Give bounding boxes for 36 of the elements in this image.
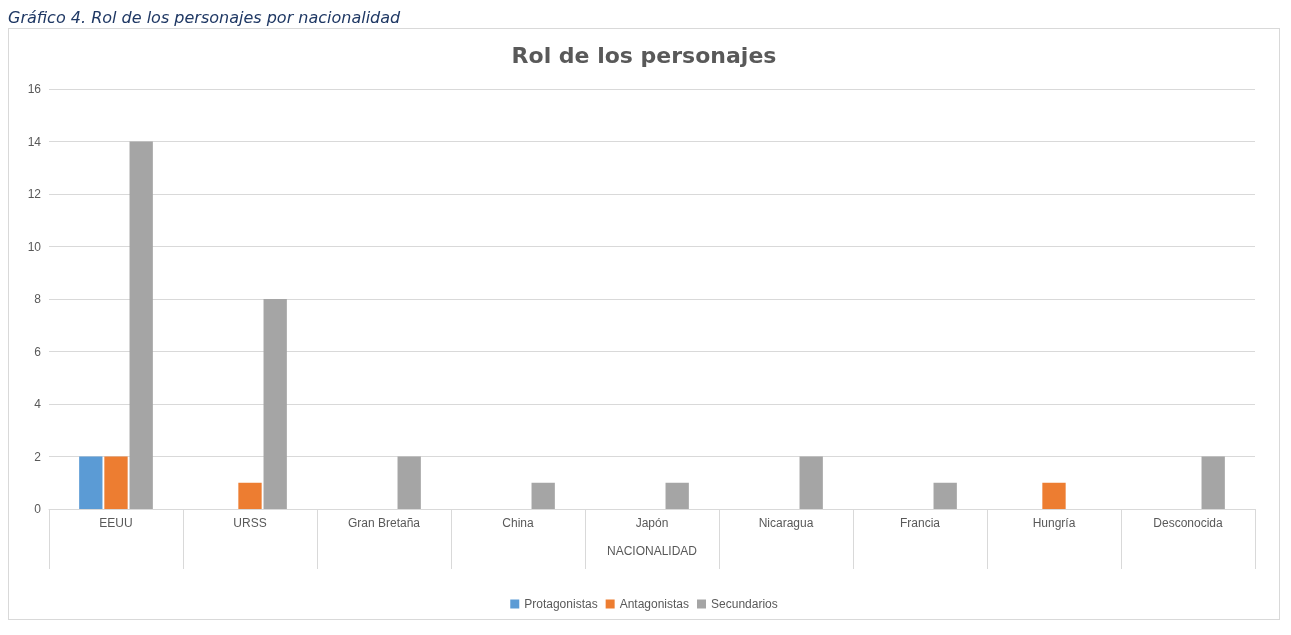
- y-tick-label: 14: [27, 134, 42, 149]
- x-tick-label: EEUU: [99, 516, 133, 530]
- text: Gráfico 4. Rol de los personajes por nacionalidad: [8, 8, 402, 28]
- chart-title: Rol de los personajes: [511, 42, 777, 68]
- bar: [799, 456, 823, 509]
- x-tick-label: Japón: [635, 516, 669, 530]
- x-tick-label: URSS: [233, 516, 267, 530]
- bar: [397, 456, 421, 509]
- x-tick-label: Gran Bretaña: [347, 516, 421, 530]
- y-tick-label: 10: [27, 239, 42, 254]
- bar: [129, 141, 153, 509]
- legend-label: Antagonistas: [619, 597, 690, 611]
- x-tick-label: Nicaragua: [758, 516, 814, 530]
- bar: [263, 299, 287, 509]
- y-tick-label: 12: [27, 187, 42, 201]
- x-tick-label: China: [502, 516, 534, 530]
- x-tick-label: Hungría: [1032, 516, 1076, 530]
- x-tick-label: Desconocida: [1153, 516, 1224, 530]
- y-tick-label: 0: [34, 502, 42, 516]
- bar: [238, 482, 262, 509]
- bar: [104, 456, 128, 509]
- bar: [1201, 456, 1225, 509]
- bar: [933, 482, 957, 509]
- y-tick-label: 6: [34, 344, 42, 359]
- y-tick-label: 4: [34, 397, 42, 411]
- legend-label: Protagonistas: [524, 597, 598, 611]
- bar: [79, 456, 103, 509]
- y-tick-label: 8: [34, 292, 42, 306]
- bar: [665, 482, 689, 509]
- y-tick-label: 16: [27, 82, 42, 96]
- y-tick-label: 2: [34, 449, 42, 464]
- bar: [1042, 482, 1066, 509]
- bar: [531, 482, 555, 509]
- legend-label: Secundarios: [711, 597, 778, 611]
- x-tick-label: Francia: [899, 516, 941, 530]
- x-axis-title: NACIONALIDAD: [606, 544, 698, 558]
